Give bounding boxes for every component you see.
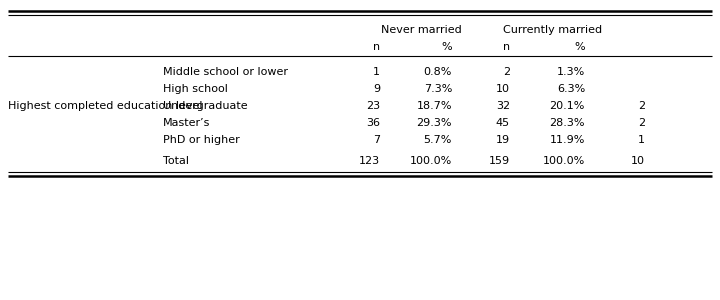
Text: 0.8%: 0.8% <box>423 67 452 77</box>
Text: 11.9%: 11.9% <box>549 135 585 145</box>
Text: 10: 10 <box>631 156 645 166</box>
Text: 2: 2 <box>638 101 645 111</box>
Text: 1: 1 <box>638 135 645 145</box>
Text: 1: 1 <box>373 67 380 77</box>
Text: 45: 45 <box>496 118 510 128</box>
Text: 2: 2 <box>638 118 645 128</box>
Text: n: n <box>503 42 510 52</box>
Text: 5.7%: 5.7% <box>423 135 452 145</box>
Text: 23: 23 <box>366 101 380 111</box>
Text: Master’s: Master’s <box>163 118 210 128</box>
Text: 18.7%: 18.7% <box>416 101 452 111</box>
Text: 2: 2 <box>503 67 510 77</box>
Text: Middle school or lower: Middle school or lower <box>163 67 288 77</box>
Text: 159: 159 <box>489 156 510 166</box>
Text: PhD or higher: PhD or higher <box>163 135 240 145</box>
Text: 29.3%: 29.3% <box>416 118 452 128</box>
Text: 6.3%: 6.3% <box>557 84 585 94</box>
Text: Undergraduate: Undergraduate <box>163 101 248 111</box>
Text: 7.3%: 7.3% <box>423 84 452 94</box>
Text: Currently married: Currently married <box>503 25 602 35</box>
Text: 20.1%: 20.1% <box>549 101 585 111</box>
Text: n: n <box>373 42 380 52</box>
Text: 9: 9 <box>373 84 380 94</box>
Text: 32: 32 <box>496 101 510 111</box>
Text: 100.0%: 100.0% <box>410 156 452 166</box>
Text: Highest completed education level: Highest completed education level <box>8 101 202 111</box>
Text: %: % <box>575 42 585 52</box>
Text: High school: High school <box>163 84 228 94</box>
Text: 36: 36 <box>366 118 380 128</box>
Text: 100.0%: 100.0% <box>543 156 585 166</box>
Text: 28.3%: 28.3% <box>549 118 585 128</box>
Text: 123: 123 <box>359 156 380 166</box>
Text: Never married: Never married <box>381 25 462 35</box>
Text: 10: 10 <box>496 84 510 94</box>
Text: 7: 7 <box>373 135 380 145</box>
Text: Total: Total <box>163 156 189 166</box>
Text: 19: 19 <box>496 135 510 145</box>
Text: 1.3%: 1.3% <box>557 67 585 77</box>
Text: %: % <box>441 42 452 52</box>
